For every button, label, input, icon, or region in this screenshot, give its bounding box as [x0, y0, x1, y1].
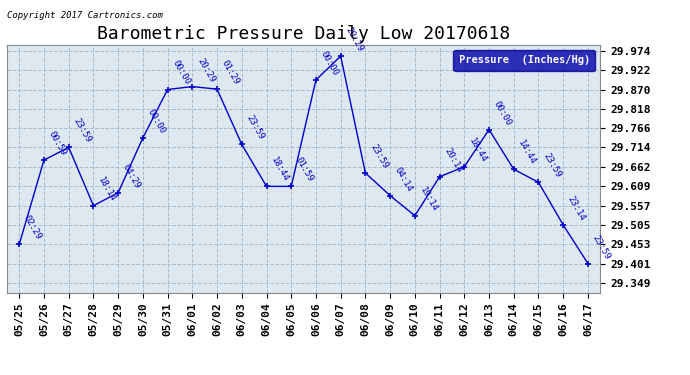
Text: 00:00: 00:00 [170, 59, 192, 87]
Text: 18:44: 18:44 [269, 156, 290, 184]
Legend: Pressure  (Inches/Hg): Pressure (Inches/Hg) [453, 50, 595, 70]
Text: 00:00: 00:00 [319, 50, 340, 77]
Text: 23:59: 23:59 [72, 117, 92, 145]
Text: 23:59: 23:59 [368, 142, 389, 170]
Text: 04:14: 04:14 [393, 165, 414, 193]
Text: 20:29: 20:29 [344, 26, 365, 53]
Text: Copyright 2017 Cartronics.com: Copyright 2017 Cartronics.com [7, 11, 163, 20]
Text: 23:59: 23:59 [244, 114, 266, 142]
Text: 00:00: 00:00 [146, 107, 167, 135]
Text: 20:14: 20:14 [442, 146, 464, 174]
Text: 00:00: 00:00 [492, 99, 513, 127]
Text: 19:14: 19:14 [417, 185, 439, 213]
Text: 23:59: 23:59 [591, 233, 612, 261]
Title: Barometric Pressure Daily Low 20170618: Barometric Pressure Daily Low 20170618 [97, 26, 510, 44]
Text: 01:29: 01:29 [220, 58, 241, 86]
Text: 18:14: 18:14 [96, 175, 117, 203]
Text: 23:59: 23:59 [541, 152, 562, 180]
Text: 04:29: 04:29 [121, 162, 142, 190]
Text: 01:59: 01:59 [294, 156, 315, 184]
Text: 02:29: 02:29 [22, 214, 43, 242]
Text: 23:14: 23:14 [566, 194, 587, 222]
Text: 00:59: 00:59 [47, 129, 68, 157]
Text: 14:44: 14:44 [517, 139, 538, 166]
Text: 20:29: 20:29 [195, 56, 217, 84]
Text: 18:44: 18:44 [467, 136, 489, 164]
